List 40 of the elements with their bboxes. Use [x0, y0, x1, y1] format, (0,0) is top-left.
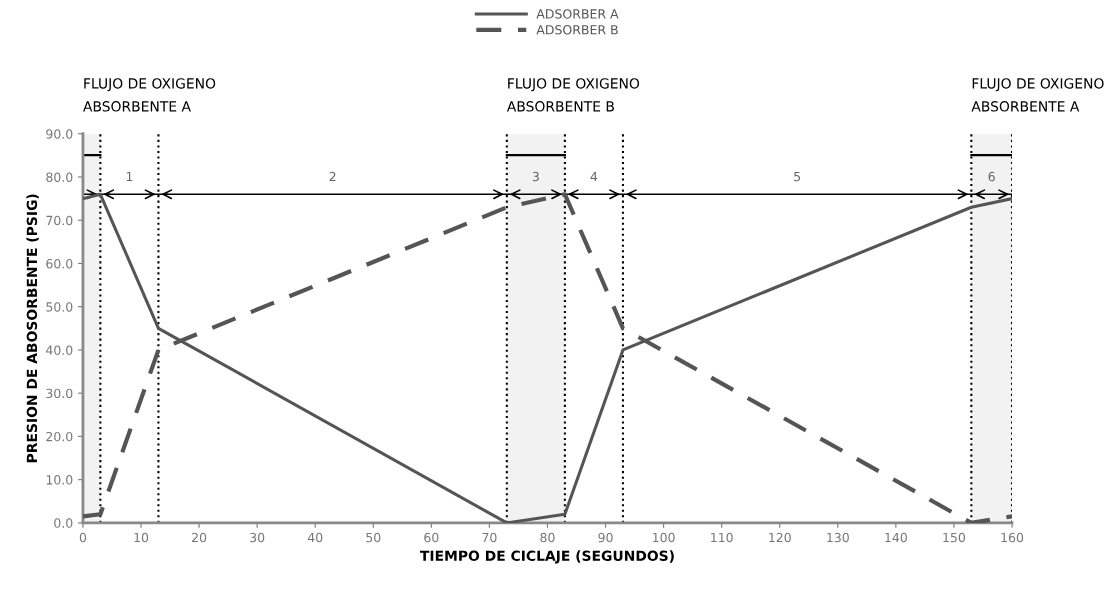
x-tick-label: 50 [366, 532, 381, 543]
y-axis-title: PRESION DE ABOSORBENTE (PSIG) [26, 194, 39, 463]
annotation: 6 [988, 171, 995, 182]
legend-label: ADSORBER B [536, 25, 618, 35]
y-tick-label: 50.0 [46, 302, 73, 312]
y-tick-label: 80.0 [46, 172, 73, 182]
x-tick-label: 0 [79, 532, 87, 543]
y-tick-label: 0.0 [54, 518, 73, 528]
y-tick-label: 30.0 [46, 388, 73, 399]
annotation: 5 [794, 171, 801, 182]
band-label: FLUJO DE OXIGENO ABSORBENTE B [506, 78, 640, 112]
annotation: 1 [126, 171, 133, 182]
x-tick-label: 90 [598, 532, 613, 543]
x-tick-label: 30 [250, 532, 265, 543]
y-tick-label: 90.0 [46, 129, 73, 139]
legend-label: ADSORBER A [536, 9, 619, 19]
y-tick-label: 10.0 [46, 475, 73, 485]
annotation: 4 [590, 171, 598, 182]
annotation: 3 [532, 171, 539, 182]
y-tick-label: 70.0 [46, 215, 73, 226]
x-axis-title: TIEMPO DE CICLAJE (SEGUNDOS) [419, 550, 674, 564]
x-tick-label: 100 [653, 532, 675, 543]
x-tick-label: 20 [192, 532, 207, 543]
x-tick-label: 60 [424, 532, 439, 543]
x-tick-label: 40 [307, 532, 323, 543]
y-tick-label: 40.0 [46, 345, 73, 355]
x-tick-label: 80 [540, 532, 555, 543]
x-tick-label: 150 [943, 532, 966, 543]
x-tick-label: 10 [134, 532, 149, 543]
x-tick-label: 120 [769, 532, 791, 543]
x-tick-label: 110 [711, 532, 733, 543]
annotation: 2 [329, 171, 336, 182]
y-tick-label: 20.0 [46, 431, 73, 442]
band-label: FLUJO DE OXIGENO ABSORBENTE A [971, 78, 1104, 112]
x-tick-label: 140 [885, 532, 907, 543]
x-tick-label: 70 [482, 532, 497, 543]
x-tick-label: 160 [1001, 532, 1024, 543]
band-label: FLUJO DE OXIGENO ABSORBENTE A [83, 78, 216, 112]
y-tick-label: 60.0 [46, 258, 73, 269]
x-tick-label: 130 [827, 532, 849, 543]
